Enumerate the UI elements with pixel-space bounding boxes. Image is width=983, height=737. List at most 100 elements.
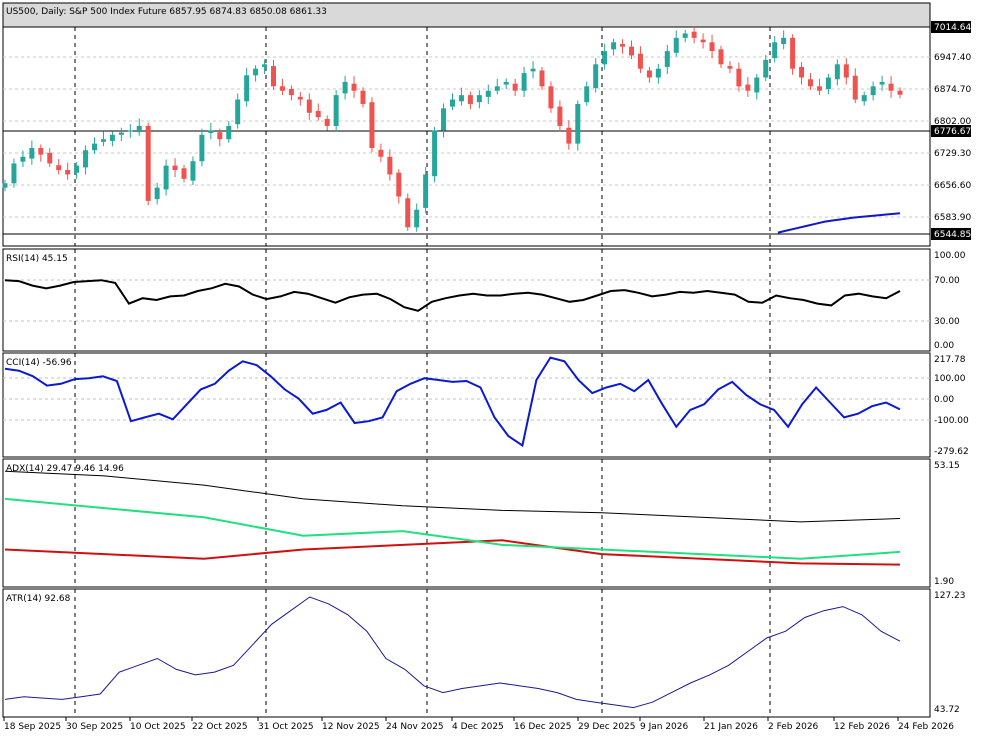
price-gridlines xyxy=(3,56,930,218)
adx-main-line xyxy=(4,470,901,523)
candle-body xyxy=(843,64,849,78)
candle-body xyxy=(673,37,679,53)
candle-body xyxy=(199,134,205,162)
candle-body xyxy=(11,163,17,184)
cci-line xyxy=(4,356,901,448)
candle-body xyxy=(2,183,8,188)
adx-minus-di-line xyxy=(4,497,901,560)
candle-body xyxy=(208,130,214,134)
candle-body xyxy=(852,75,858,100)
candle-body xyxy=(118,132,124,135)
candle-body xyxy=(790,37,796,69)
candle-body xyxy=(897,90,903,95)
candle-body xyxy=(47,152,53,164)
rsi-label: RSI(14) 45.15 xyxy=(6,254,68,264)
candle-body xyxy=(342,81,348,94)
cci-label: CCI(14) -56.96 xyxy=(6,358,72,368)
price-header: US500, Daily: S&P 500 Index Future 6857.… xyxy=(6,7,327,17)
candle-body xyxy=(754,77,760,93)
x-label-4: 31 Oct 2025 xyxy=(258,722,314,732)
candle-body xyxy=(333,95,339,126)
candle-body xyxy=(709,42,715,52)
candle-body xyxy=(20,156,26,162)
rsi-line xyxy=(4,279,901,312)
atr-panel-frame xyxy=(2,588,931,718)
candle-body xyxy=(297,96,303,100)
candle-body xyxy=(879,81,885,85)
candle-body xyxy=(279,86,285,91)
candle-body xyxy=(29,148,35,159)
candle-body xyxy=(387,156,393,175)
candle-body xyxy=(378,149,384,157)
candle-body xyxy=(825,77,831,89)
candle-body xyxy=(629,46,634,56)
price-box-mid xyxy=(931,125,971,137)
candle-body xyxy=(512,83,518,91)
rsi-panel: RSI(14) 45.15 100.00 70.00 30.00 0.00 xyxy=(2,248,966,352)
price-panel: US500, Daily: S&P 500 Index Future 6857.… xyxy=(2,2,971,247)
candle-body xyxy=(763,59,769,78)
cci-date-separators xyxy=(74,353,771,457)
candle-body xyxy=(154,187,160,200)
candle-body xyxy=(539,70,545,87)
cci-tick-4: -100.00 xyxy=(934,416,969,426)
adx-panel-frame xyxy=(2,458,931,588)
candle-body xyxy=(494,86,500,91)
candle-body xyxy=(450,99,455,107)
candle-body xyxy=(109,134,115,141)
candle-body xyxy=(575,103,581,144)
candle-body xyxy=(288,88,294,96)
price-box-top-label: 7014.64 xyxy=(934,23,971,33)
cci-tick-3: 0.00 xyxy=(934,395,954,405)
candle-body xyxy=(83,150,89,168)
candle-body xyxy=(244,75,250,102)
cci-panel: CCI(14) -56.96 217.78 100.00 0.00 -100.0… xyxy=(2,352,969,458)
candle-body xyxy=(100,139,106,142)
x-label-1: 30 Sep 2025 xyxy=(66,722,123,732)
candle-body xyxy=(226,125,232,140)
price-box-top xyxy=(931,21,971,33)
price-tick-5: 6656.60 xyxy=(934,181,971,191)
candle-body xyxy=(727,66,733,69)
candle-body xyxy=(476,95,482,103)
candle-body xyxy=(834,64,840,80)
candle-body xyxy=(235,99,241,125)
candle-body xyxy=(521,73,527,91)
x-label-7: 4 Dec 2025 xyxy=(452,722,504,732)
x-label-14: 24 Feb 2026 xyxy=(898,722,954,732)
adx-date-separators xyxy=(74,459,771,587)
candle-body xyxy=(65,170,71,175)
candle-body xyxy=(127,130,133,132)
x-label-13: 12 Feb 2026 xyxy=(834,722,890,732)
candle-body xyxy=(172,165,178,171)
atr-date-separators xyxy=(74,589,771,717)
candle-body xyxy=(861,95,867,102)
x-label-3: 22 Oct 2025 xyxy=(192,722,248,732)
x-label-12: 2 Feb 2026 xyxy=(768,722,819,732)
rsi-tick-30: 30.00 xyxy=(934,317,960,327)
header-band xyxy=(3,3,930,27)
x-axis: 18 Sep 2025 30 Sep 2025 10 Oct 2025 22 Oct … xyxy=(3,717,954,732)
rsi-panel-frame xyxy=(2,248,931,352)
candle-body xyxy=(503,81,509,85)
candle-body xyxy=(530,68,536,72)
candle-body xyxy=(396,172,402,197)
candle-body xyxy=(360,90,366,104)
candle-body xyxy=(485,90,491,97)
price-panel-frame xyxy=(2,2,931,247)
candle-body xyxy=(458,95,464,102)
atr-line xyxy=(4,596,901,709)
cci-tick-2: 100.00 xyxy=(934,374,966,384)
atr-tick-top: 127.23 xyxy=(934,591,966,601)
candle-body xyxy=(664,51,670,67)
candle-body xyxy=(414,209,420,228)
candle-body xyxy=(870,86,876,96)
candle-body xyxy=(324,118,330,126)
candle-body xyxy=(315,111,321,118)
candle-body xyxy=(405,198,411,228)
candle-body xyxy=(888,83,894,91)
candle-body xyxy=(772,42,778,59)
rsi-date-separators xyxy=(74,249,771,351)
candle-body xyxy=(548,86,554,109)
candle-body xyxy=(637,53,643,69)
